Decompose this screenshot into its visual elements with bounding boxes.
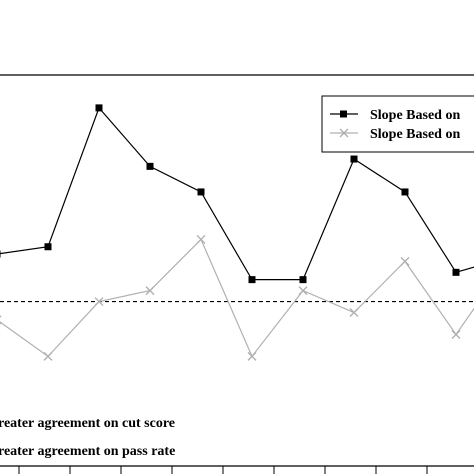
- annotation-pass-rate: reater agreement on pass rate: [0, 444, 175, 459]
- legend: Slope Based on Slope Based on: [321, 95, 474, 153]
- legend-label-series-2: Slope Based on: [370, 127, 460, 142]
- series-2-point: [400, 256, 410, 266]
- series-1-point: [146, 162, 154, 170]
- plot-frame: [0, 74, 474, 467]
- series-2-point: [247, 351, 257, 361]
- series-1-point: [44, 243, 52, 251]
- series-layer: [0, 104, 474, 361]
- series-2: [0, 234, 474, 361]
- series-2-point: [349, 308, 359, 318]
- series-2-point: [94, 297, 104, 307]
- series-1-point: [452, 268, 460, 276]
- series-1: [0, 104, 474, 284]
- series-1-point: [401, 188, 409, 196]
- annotation-cut-score: reater agreement on cut score: [0, 416, 175, 431]
- series-1-point: [197, 188, 205, 196]
- series-1-point: [0, 250, 1, 258]
- legend-label-series-1: Slope Based on: [370, 108, 460, 123]
- series-1-point: [350, 155, 358, 163]
- series-1-point: [299, 276, 307, 284]
- legend-marker-series-2: [339, 128, 349, 138]
- legend-marker-series-1: [340, 110, 347, 118]
- series-1-point: [95, 104, 103, 112]
- series-2-point: [196, 234, 206, 244]
- series-1-point: [248, 276, 256, 284]
- series-2-line: [0, 238, 474, 358]
- series-2-point: [451, 329, 461, 339]
- series-2-point: [298, 286, 308, 296]
- x-axis-ticks: [18, 466, 428, 474]
- series-2-point: [43, 351, 53, 361]
- series-2-point: [145, 286, 155, 296]
- legend-box: [321, 95, 474, 153]
